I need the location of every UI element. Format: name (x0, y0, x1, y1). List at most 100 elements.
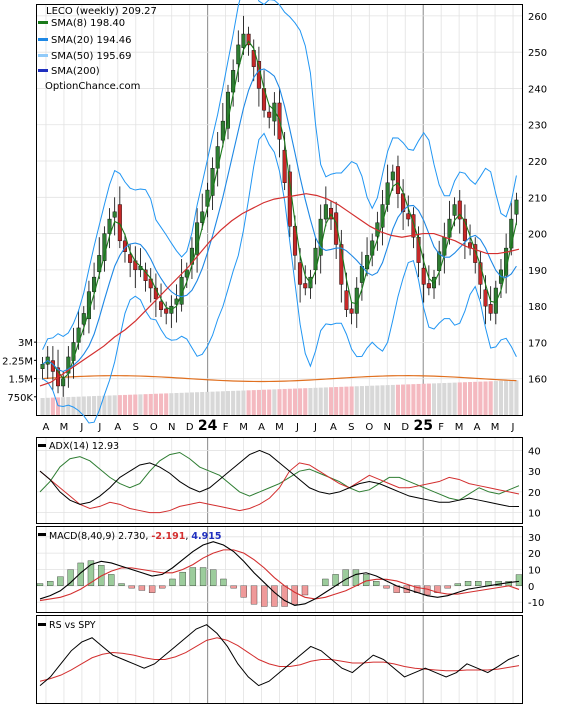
macd-histogram-bar (424, 585, 431, 596)
x-tick-label: S (348, 422, 354, 433)
indicator-tick-label: 30 (528, 467, 541, 478)
adx-legend-swatch (38, 444, 46, 447)
volume-bar (76, 396, 81, 415)
candle-body (241, 33, 246, 48)
sma20-legend-swatch (38, 38, 48, 41)
volume-bar (437, 383, 442, 415)
macd-histogram-bar (250, 585, 258, 605)
macd-histogram-bar (301, 585, 309, 596)
x-tick-label: O (365, 422, 373, 433)
indicator-tick-label: 0 (528, 582, 534, 593)
macd-histogram-bar (169, 578, 176, 586)
volume-tick-label: 1.5M (8, 375, 33, 386)
macd-histogram-bar (57, 576, 64, 586)
volume-bar (457, 382, 462, 415)
candle-body (303, 283, 308, 289)
candle-body (184, 269, 189, 278)
volume-bar (50, 397, 55, 415)
macd-histogram-bar (210, 569, 217, 586)
sma20-legend-label: SMA(20) 194.46 (51, 35, 132, 46)
candle-body (349, 308, 354, 314)
sma50-line (39, 193, 520, 387)
volume-bar (195, 392, 200, 415)
indicator-tick-label: 30 (528, 533, 541, 544)
volume-bar (411, 384, 416, 415)
volume-bar (416, 383, 421, 415)
candle-body (323, 204, 328, 220)
x-tick-label: A (474, 422, 481, 433)
volume-bar (133, 394, 138, 415)
volume-bar (442, 382, 447, 415)
axis-labels: A M J J A S O N D 24 F M A M J J A S O N D 25 F M A M J16017018019… (2, 12, 547, 609)
price-tick-label: 250 (528, 48, 547, 59)
candle-body (61, 378, 66, 387)
volume-bar (97, 395, 102, 415)
candle-body (483, 289, 488, 307)
volume-bar (143, 394, 148, 415)
bollinger-lower-line (42, 132, 517, 424)
sma8-legend-label: SMA(8) 198.40 (51, 18, 125, 29)
volume-bar (323, 387, 328, 415)
price-tick-label: 230 (528, 121, 547, 132)
x-tick-label: J (295, 422, 299, 433)
volume-bar (189, 392, 195, 415)
x-tick-label: F (438, 422, 444, 433)
volume-bar (122, 394, 128, 415)
macd-histogram-bar (322, 578, 329, 586)
candle-body (344, 290, 349, 310)
volume-bar (292, 388, 298, 415)
candle-body (112, 211, 117, 218)
candle-body (354, 287, 359, 314)
price-tick-label: 260 (528, 12, 547, 23)
macd-histogram-value: 4.915 (191, 531, 221, 542)
sma50-legend-label: SMA(50) 195.69 (51, 51, 132, 62)
macd-histogram-bar (179, 571, 186, 586)
candle-body (452, 204, 457, 216)
volume-bar (488, 381, 493, 415)
volume-bar (277, 389, 282, 415)
candle-body (385, 182, 390, 205)
x-tick-label: A (114, 422, 121, 433)
volume-bar (380, 385, 385, 415)
indicator-tick-label: 20 (528, 488, 541, 499)
volume-bar (406, 384, 411, 415)
volume-bar (164, 393, 169, 415)
macd-histogram-bar (383, 585, 390, 589)
volume-bar (220, 391, 225, 415)
volume-bar (504, 380, 509, 415)
volume-bar (514, 380, 519, 415)
macd-histogram-bar (77, 562, 84, 586)
volume-bar (298, 388, 303, 415)
x-tick-label: 25 (413, 418, 432, 434)
volume-bar (401, 384, 406, 415)
x-tick-label: D (401, 422, 409, 433)
macd-histogram-bar (515, 574, 523, 586)
price-tick-label: 210 (528, 193, 547, 204)
volume-bar (256, 389, 261, 415)
price-series (39, 0, 520, 424)
volume-bar (452, 382, 457, 415)
macd-histogram-bar (108, 574, 115, 586)
volume-tick-label: 3M (18, 338, 33, 349)
volume-bar (493, 381, 498, 415)
indicator-series (36, 449, 523, 687)
x-tick-label: A (43, 422, 50, 433)
candle-body (159, 301, 164, 310)
volume-tick-label: 750K (7, 393, 33, 404)
price-tick-label: 240 (528, 84, 547, 95)
candle-body (339, 244, 344, 285)
macd-line (39, 541, 520, 607)
macd-signal-value: -2.191 (151, 531, 185, 542)
x-tick-label: J (313, 422, 317, 433)
x-tick-label: O (150, 422, 158, 433)
volume-bar (112, 395, 117, 415)
price-tick-label: 170 (528, 338, 547, 349)
candle-body (225, 91, 230, 129)
rs-ma-line (39, 637, 520, 682)
x-tick-label: M (455, 422, 464, 433)
candle-body (272, 102, 277, 122)
x-tick-label: M (60, 422, 69, 433)
volume-bar (282, 388, 287, 415)
candle-body (493, 287, 498, 314)
